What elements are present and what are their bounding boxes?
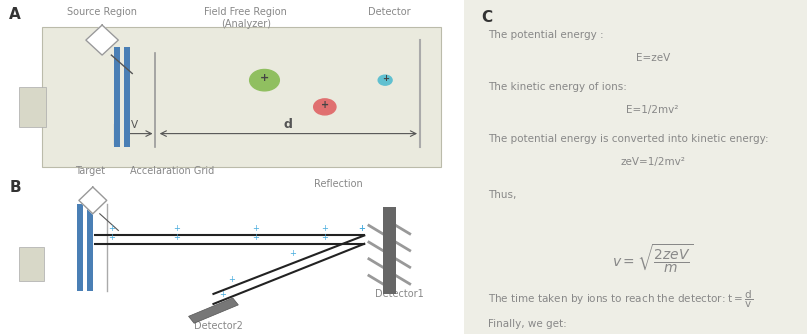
Text: +: +	[320, 100, 329, 110]
Text: Target: Target	[75, 166, 106, 176]
Text: Reflection: Reflection	[315, 179, 363, 189]
Text: Thus,: Thus,	[488, 190, 516, 200]
Text: Field Free Region
(Analyzer): Field Free Region (Analyzer)	[204, 7, 287, 29]
Text: +: +	[289, 248, 296, 258]
Polygon shape	[86, 25, 119, 55]
Text: +: +	[321, 233, 328, 242]
Text: +: +	[260, 73, 269, 84]
Text: The potential energy :: The potential energy :	[488, 30, 604, 40]
Text: A: A	[10, 7, 21, 22]
Bar	[77, 204, 82, 291]
Text: Accelaration Grid: Accelaration Grid	[130, 166, 214, 176]
Text: +: +	[321, 224, 328, 233]
Text: V: V	[131, 120, 138, 130]
Text: +: +	[358, 224, 366, 233]
Polygon shape	[189, 298, 238, 323]
Text: C: C	[481, 10, 492, 25]
Text: +: +	[382, 74, 389, 83]
Text: E=1/2mv²: E=1/2mv²	[626, 106, 679, 115]
Text: +: +	[220, 290, 226, 299]
Text: +: +	[228, 275, 236, 284]
Bar	[19, 247, 44, 281]
Text: Detector: Detector	[369, 7, 411, 17]
Bar	[42, 27, 441, 167]
Text: zeV=1/2mv²: zeV=1/2mv²	[621, 157, 685, 167]
Text: Source Region: Source Region	[67, 7, 137, 17]
Text: +: +	[252, 233, 259, 242]
Text: E=zeV: E=zeV	[636, 53, 670, 63]
Text: The kinetic energy of ions:: The kinetic energy of ions:	[488, 82, 627, 92]
Circle shape	[378, 75, 392, 85]
Bar	[383, 207, 395, 294]
Text: d: d	[283, 118, 292, 131]
Text: +: +	[173, 224, 180, 233]
Circle shape	[314, 99, 336, 115]
Text: Finally, we get:: Finally, we get:	[488, 319, 567, 329]
Text: The potential energy is converted into kinetic energy:: The potential energy is converted into k…	[488, 134, 768, 144]
Text: +: +	[358, 224, 366, 233]
Bar	[19, 87, 47, 127]
Text: Detector1: Detector1	[374, 289, 424, 299]
Text: +: +	[108, 233, 115, 242]
Bar	[124, 47, 130, 147]
Text: B: B	[10, 180, 21, 195]
Circle shape	[249, 69, 279, 91]
Text: +: +	[173, 233, 180, 242]
Bar	[114, 47, 119, 147]
Polygon shape	[79, 187, 107, 214]
Text: +: +	[108, 224, 115, 233]
Text: $v = \sqrt{\dfrac{2zeV}{m}}$: $v = \sqrt{\dfrac{2zeV}{m}}$	[612, 242, 693, 275]
Text: The time taken by ions to reach the detector: $\mathrm{t=\dfrac{d}{v}}$: The time taken by ions to reach the dete…	[488, 289, 753, 310]
Bar	[87, 204, 93, 291]
Text: +: +	[252, 224, 259, 233]
Text: Detector2: Detector2	[194, 321, 243, 331]
